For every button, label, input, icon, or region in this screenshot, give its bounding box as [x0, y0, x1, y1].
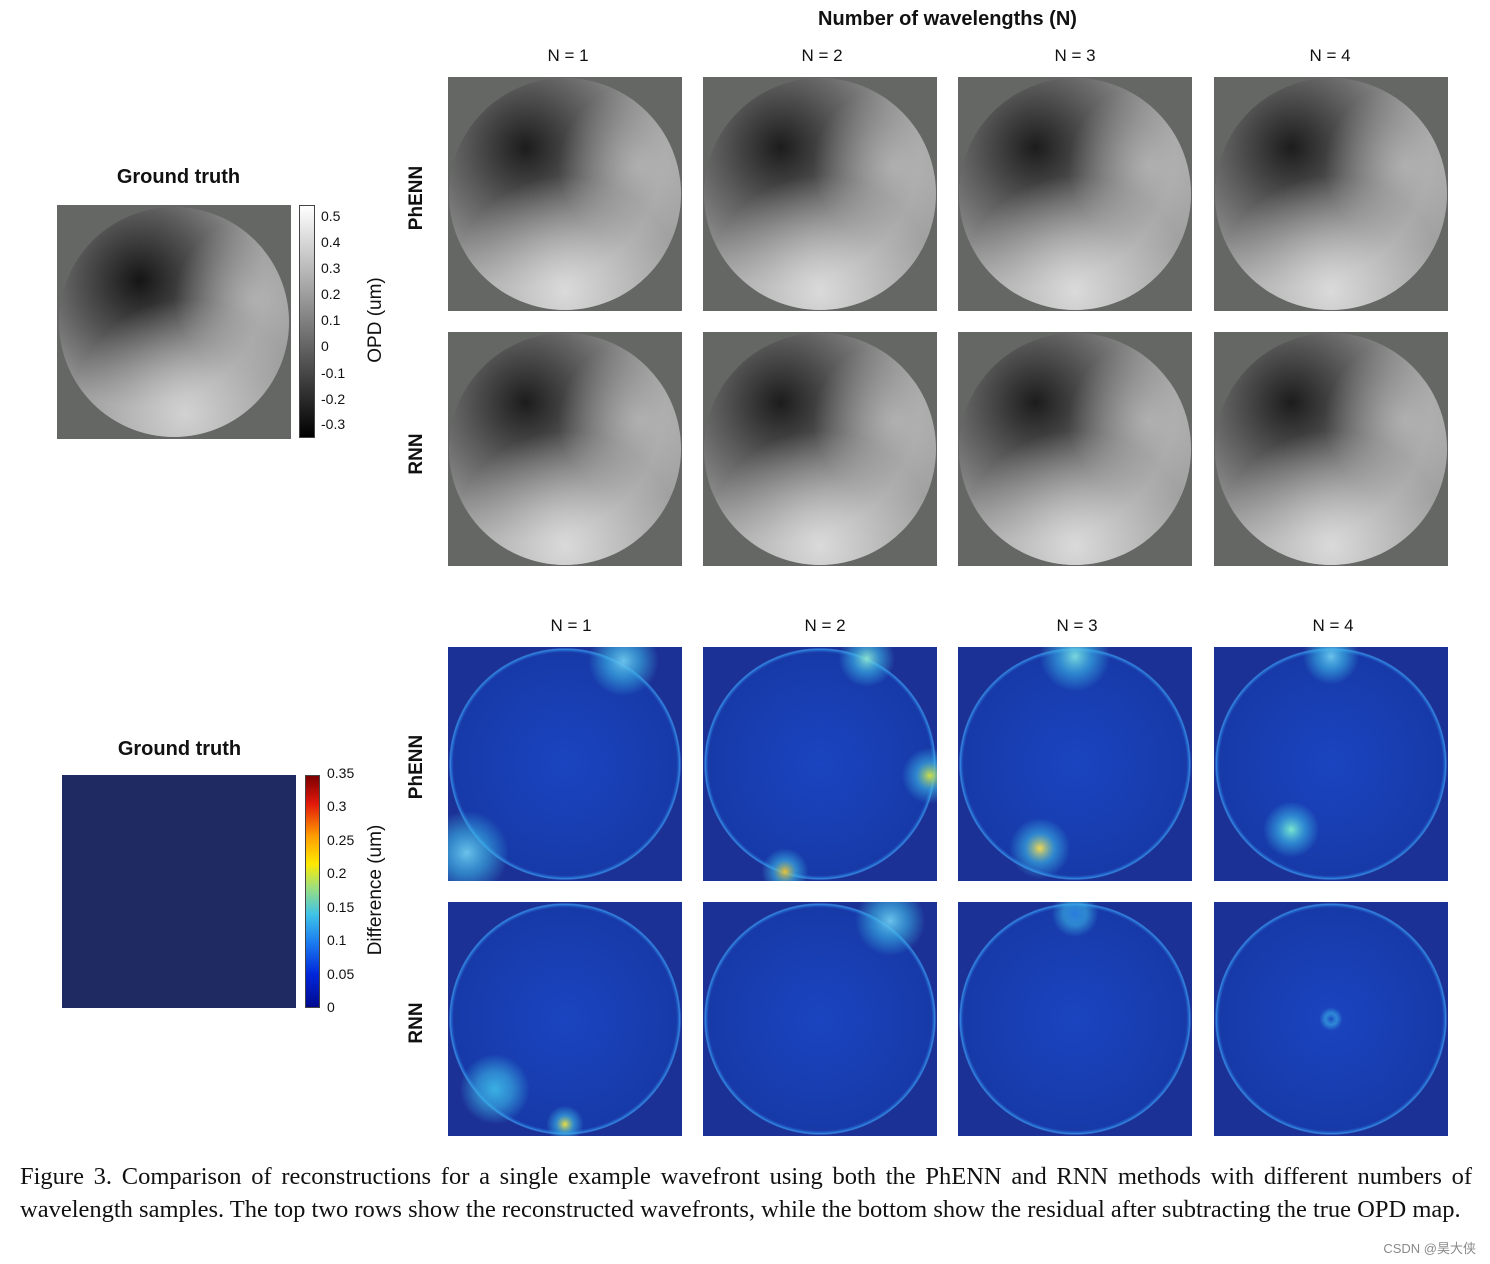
- row-label-rnn-bottom: RNN: [406, 1002, 427, 1044]
- opd-panel-rnn-n1: [448, 332, 682, 566]
- col-header-bottom-1: N = 1: [550, 616, 592, 635]
- diff-panel-phenn-n2: [703, 647, 937, 881]
- col-header-bottom-3: N = 3: [1056, 616, 1098, 635]
- diff-colorbar: [305, 775, 320, 1008]
- diff-tick: 0.25: [327, 832, 355, 848]
- opd-tick: -0.1: [321, 365, 346, 381]
- row-label-rnn-top: RNN: [406, 433, 427, 475]
- diff-tick: 0.2: [327, 865, 347, 881]
- opd-panel-phenn-n3: [958, 77, 1192, 311]
- col-header-top-3: N = 3: [1054, 46, 1096, 65]
- col-header-bottom-2: N = 2: [804, 616, 846, 635]
- opd-panel-rnn-n2: [703, 332, 937, 566]
- opd-tick: 0.1: [321, 312, 341, 328]
- header-title: Number of wavelengths (N): [818, 8, 1077, 30]
- opd-tick: 0.4: [321, 234, 341, 250]
- gt-title-diff: Ground truth: [117, 738, 242, 760]
- col-header-bottom-4: N = 4: [1312, 616, 1354, 635]
- diff-tick: 0.35: [327, 765, 355, 781]
- diff-panel-phenn-n4: [1214, 647, 1448, 881]
- opd-panel-phenn-n4: [1214, 77, 1448, 311]
- row-label-phenn-top: PhENN: [406, 165, 427, 231]
- opd-panel-rnn-n3: [958, 332, 1192, 566]
- diff-panel-rnn-n1: [448, 902, 682, 1136]
- opd-tick: -0.3: [321, 416, 346, 432]
- gt-opd-panel: [57, 205, 291, 439]
- diff-panel-phenn-n3: [958, 647, 1192, 881]
- opd-colorbar: [299, 205, 315, 438]
- diff-tick: 0.15: [327, 899, 355, 915]
- diff-tick: 0.1: [327, 932, 347, 948]
- figure-caption: Figure 3. Comparison of reconstructions …: [20, 1163, 1472, 1223]
- opd-tick: 0: [321, 338, 329, 354]
- diff-panel-rnn-n4: [1214, 902, 1448, 1136]
- diff-tick: 0.05: [327, 966, 355, 982]
- diff-tick: 0.3: [327, 798, 347, 814]
- row-label-phenn-bottom: PhENN: [406, 734, 427, 800]
- col-header-top-1: N = 1: [547, 46, 589, 65]
- opd-panel-phenn-n1: [448, 77, 682, 311]
- opd-tick: 0.3: [321, 260, 341, 276]
- opd-tick: 0.5: [321, 208, 341, 224]
- diff-panel-phenn-n1: [448, 647, 682, 881]
- diff-panel-rnn-n3: [958, 902, 1192, 1136]
- opd-panel-phenn-n2: [703, 77, 937, 311]
- watermark: CSDN @昊大侠: [1383, 1241, 1476, 1256]
- diff-colorbar-label: Difference (um): [365, 824, 386, 956]
- opd-panel-rnn-n4: [1214, 332, 1448, 566]
- opd-tick: 0.2: [321, 286, 341, 302]
- gt-title-opd: Ground truth: [116, 166, 241, 188]
- col-header-top-2: N = 2: [801, 46, 843, 65]
- col-header-top-4: N = 4: [1309, 46, 1351, 65]
- gt-diff-panel: [62, 775, 296, 1008]
- diff-panel-rnn-n2: [703, 902, 937, 1136]
- opd-colorbar-label: OPD (um): [365, 277, 386, 363]
- opd-tick: -0.2: [321, 391, 346, 407]
- diff-tick: 0: [327, 999, 335, 1015]
